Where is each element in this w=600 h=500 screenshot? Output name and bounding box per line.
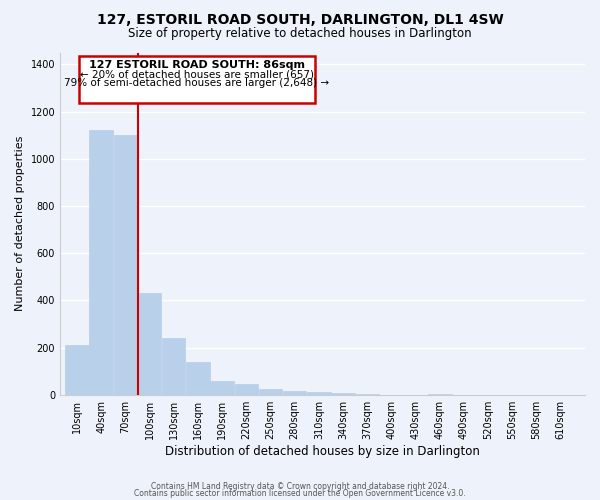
Text: Contains public sector information licensed under the Open Government Licence v3: Contains public sector information licen… — [134, 489, 466, 498]
Bar — [283, 391, 307, 394]
Bar — [65, 345, 89, 395]
Text: Size of property relative to detached houses in Darlington: Size of property relative to detached ho… — [128, 28, 472, 40]
Bar — [113, 135, 137, 394]
Bar — [162, 338, 185, 394]
Text: 127, ESTORIL ROAD SOUTH, DARLINGTON, DL1 4SW: 127, ESTORIL ROAD SOUTH, DARLINGTON, DL1… — [97, 12, 503, 26]
Bar — [211, 380, 234, 394]
Bar — [186, 362, 209, 394]
Bar — [235, 384, 258, 394]
Text: 127 ESTORIL ROAD SOUTH: 86sqm: 127 ESTORIL ROAD SOUTH: 86sqm — [89, 60, 305, 70]
Y-axis label: Number of detached properties: Number of detached properties — [15, 136, 25, 312]
FancyBboxPatch shape — [79, 56, 315, 103]
Text: 79% of semi-detached houses are larger (2,648) →: 79% of semi-detached houses are larger (… — [64, 78, 329, 88]
Bar — [89, 130, 113, 394]
Text: ← 20% of detached houses are smaller (657): ← 20% of detached houses are smaller (65… — [80, 70, 314, 80]
Text: Contains HM Land Registry data © Crown copyright and database right 2024.: Contains HM Land Registry data © Crown c… — [151, 482, 449, 491]
X-axis label: Distribution of detached houses by size in Darlington: Distribution of detached houses by size … — [165, 444, 480, 458]
Bar — [307, 392, 331, 394]
Bar — [259, 389, 282, 394]
Bar — [331, 393, 355, 394]
Bar — [138, 293, 161, 394]
